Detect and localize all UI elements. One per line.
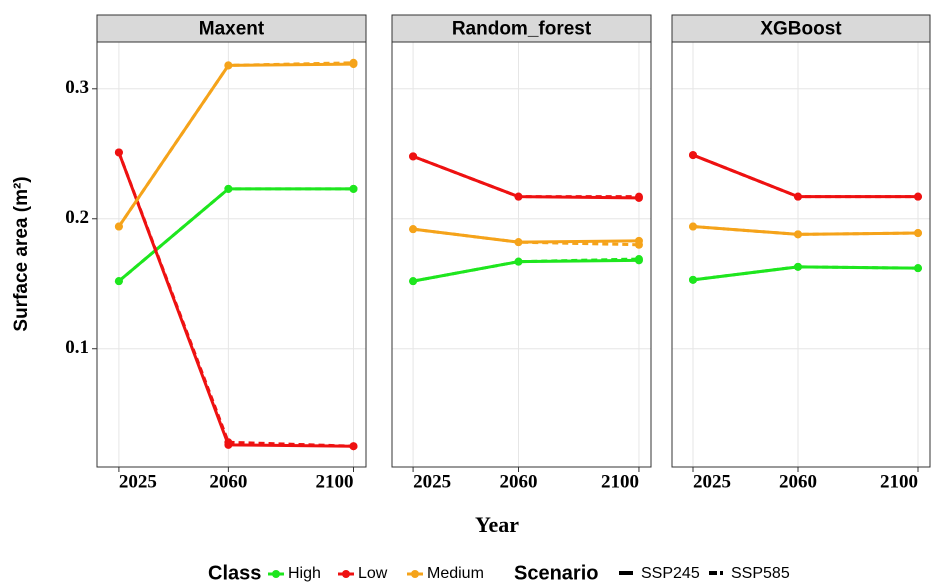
point bbox=[794, 262, 802, 271]
point bbox=[914, 229, 922, 238]
point bbox=[634, 255, 643, 264]
point bbox=[349, 184, 358, 193]
point bbox=[914, 264, 922, 273]
series-line bbox=[412, 257, 639, 283]
x-tick-label: 2060 bbox=[499, 471, 537, 492]
legend-label: Medium bbox=[427, 565, 484, 582]
series-line bbox=[117, 151, 354, 448]
x-tick-label: 2060 bbox=[209, 471, 247, 492]
facet-title: Maxent bbox=[199, 19, 265, 40]
x-tick-label: 2060 bbox=[779, 471, 817, 492]
legend-title: Scenario bbox=[514, 562, 598, 584]
point bbox=[634, 240, 643, 249]
strip bbox=[391, 14, 652, 43]
x-tick-label: 2100 bbox=[880, 471, 918, 492]
panel-background bbox=[392, 42, 651, 467]
x-tick-label: 2025 bbox=[413, 471, 451, 492]
point bbox=[914, 192, 922, 201]
point bbox=[514, 257, 523, 266]
point bbox=[514, 238, 523, 247]
strip bbox=[671, 14, 931, 43]
x-tick-label: 2025 bbox=[693, 471, 731, 492]
point bbox=[224, 438, 233, 447]
panel-background bbox=[97, 42, 366, 467]
legend-key-point bbox=[342, 570, 350, 578]
y-tick-label: 0.2 bbox=[65, 207, 89, 228]
legend-title: Class bbox=[208, 562, 261, 584]
legend-label: SSP245 bbox=[641, 565, 700, 582]
point bbox=[224, 61, 233, 70]
point bbox=[689, 151, 697, 160]
point bbox=[689, 222, 697, 231]
legend-label: Low bbox=[358, 565, 388, 582]
point bbox=[634, 192, 643, 201]
series-line bbox=[412, 227, 639, 247]
point bbox=[114, 148, 123, 157]
point bbox=[114, 222, 123, 231]
point bbox=[114, 277, 123, 286]
strip bbox=[96, 14, 367, 43]
point bbox=[349, 442, 358, 451]
y-tick-label: 0.3 bbox=[65, 77, 89, 98]
y-tick-label: 0.1 bbox=[65, 337, 89, 358]
point bbox=[224, 184, 233, 193]
legend-key-point bbox=[272, 570, 280, 578]
point bbox=[794, 230, 802, 239]
x-tick-label: 2025 bbox=[119, 471, 157, 492]
point bbox=[514, 192, 523, 201]
point bbox=[349, 58, 358, 67]
legend-label: High bbox=[288, 565, 321, 582]
point bbox=[409, 277, 418, 286]
x-tick-label: 2100 bbox=[601, 471, 639, 492]
point bbox=[794, 192, 802, 201]
point bbox=[409, 152, 418, 161]
point bbox=[409, 225, 418, 234]
x-axis-label: Year bbox=[475, 512, 519, 537]
panel-background bbox=[672, 42, 930, 467]
facet-title: XGBoost bbox=[760, 19, 842, 40]
x-tick-label: 2100 bbox=[315, 471, 353, 492]
legend-label: SSP585 bbox=[731, 565, 790, 582]
point bbox=[689, 275, 697, 284]
y-axis-label: Surface area (m²) bbox=[11, 176, 32, 331]
legend-key-point bbox=[411, 570, 419, 578]
facet-title: Random_forest bbox=[452, 19, 592, 40]
